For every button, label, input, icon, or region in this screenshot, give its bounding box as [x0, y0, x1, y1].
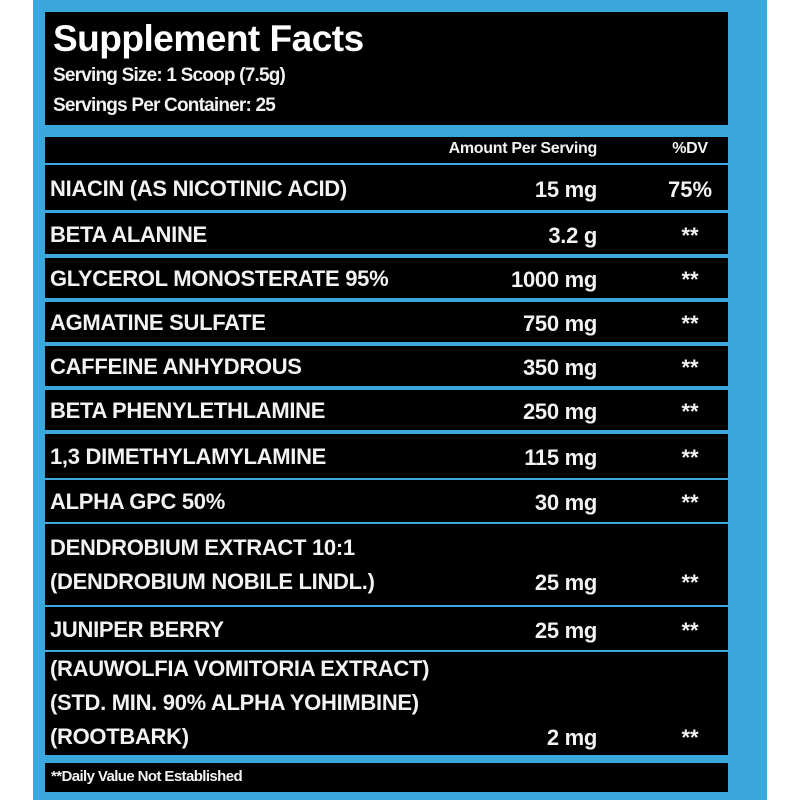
ingredient-name: (DENDROBIUM NOBILE LINDL.) [50, 568, 375, 594]
ingredient-row: BETA PHENYLETHLAMINE 250 mg ** [45, 390, 728, 430]
footnote-box: **Daily Value Not Established [45, 763, 728, 792]
ingredient-amount: 25 mg [534, 569, 597, 595]
ingredient-name: (ROOTBARK) [50, 723, 189, 749]
ingredient-row: ALPHA GPC 50% 30 mg ** [45, 480, 728, 522]
ingredient-name: CAFFEINE ANHYDROUS [50, 354, 302, 379]
ingredient-name: AGMATINE SULFATE [50, 310, 266, 335]
ingredient-row: BETA ALANINE 3.2 g ** [45, 213, 728, 254]
ingredient-amount: 350 mg [522, 355, 597, 380]
ingredient-amount: 25 mg [534, 617, 597, 643]
ingredient-dv: ** [681, 267, 699, 292]
ingredient-amount: 3.2 g [548, 222, 597, 248]
ingredient-amount: 30 mg [534, 490, 597, 515]
servings-per-container: Servings Per Container: 25 [53, 95, 276, 116]
ingredient-name: 1,3 DIMETHYLAMYLAMINE [50, 444, 327, 469]
ingredient-name: BETA ALANINE [50, 221, 207, 247]
ingredient-dv: ** [681, 399, 699, 424]
ingredient-amount: 2 mg [546, 724, 597, 750]
ingredient-name: (STD. MIN. 90% ALPHA YOHIMBINE) [50, 689, 419, 715]
ingredient-name: DENDROBIUM EXTRACT 10:1 [50, 534, 355, 560]
ingredient-name: NIACIN (AS NICOTINIC ACID) [50, 175, 347, 201]
ingredient-dv: ** [681, 445, 699, 470]
facts-title: Supplement Facts [53, 18, 364, 59]
ingredient-row: NIACIN (AS NICOTINIC ACID) 15 mg 75% [45, 165, 728, 210]
ingredient-dv: ** [681, 222, 699, 248]
ingredient-name: (RAUWOLFIA VOMITORIA EXTRACT) [50, 655, 430, 681]
dv-column-header: %DV [672, 140, 708, 157]
ingredient-name: GLYCEROL MONOSTERATE 95% [50, 266, 389, 291]
ingredient-row: GLYCEROL MONOSTERATE 95% 1000 mg ** [45, 258, 728, 298]
ingredient-dv: ** [681, 311, 699, 336]
ingredient-name: ALPHA GPC 50% [50, 489, 225, 514]
ingredient-dv: ** [681, 490, 699, 515]
footnote: **Daily Value Not Established [51, 768, 243, 785]
ingredient-amount: 750 mg [522, 311, 597, 336]
ingredient-row: (RAUWOLFIA VOMITORIA EXTRACT) (STD. MIN. … [45, 652, 728, 755]
ingredient-amount: 250 mg [522, 399, 597, 424]
ingredient-amount: 115 mg [524, 445, 597, 470]
serving-size: Serving Size: 1 Scoop (7.5g) [53, 65, 286, 86]
ingredient-row: CAFFEINE ANHYDROUS 350 mg ** [45, 346, 728, 386]
ingredient-row: AGMATINE SULFATE 750 mg ** [45, 302, 728, 342]
ingredient-name: BETA PHENYLETHLAMINE [50, 398, 326, 423]
ingredient-dv: ** [681, 569, 699, 595]
ingredient-row: 1,3 DIMETHYLAMYLAMINE 115 mg ** [45, 434, 728, 478]
ingredient-dv: ** [681, 355, 699, 380]
ingredient-dv: 75% [667, 176, 713, 202]
ingredient-row: JUNIPER BERRY 25 mg ** [45, 607, 728, 650]
ingredient-dv: ** [681, 617, 699, 643]
facts-header: Supplement Facts Serving Size: 1 Scoop (… [45, 12, 728, 125]
ingredient-amount: 1000 mg [511, 267, 597, 292]
ingredient-row: DENDROBIUM EXTRACT 10:1 (DENDROBIUM NOBIL… [45, 524, 728, 605]
ingredient-dv: ** [681, 724, 699, 750]
ingredient-name: JUNIPER BERRY [50, 616, 224, 642]
amount-column-header: Amount Per Serving [448, 140, 598, 157]
ingredient-amount: 15 mg [534, 176, 597, 202]
facts-table: Amount Per Serving %DV NIACIN (AS NICOTINI… [45, 137, 728, 755]
column-header-row: Amount Per Serving %DV [45, 137, 728, 163]
